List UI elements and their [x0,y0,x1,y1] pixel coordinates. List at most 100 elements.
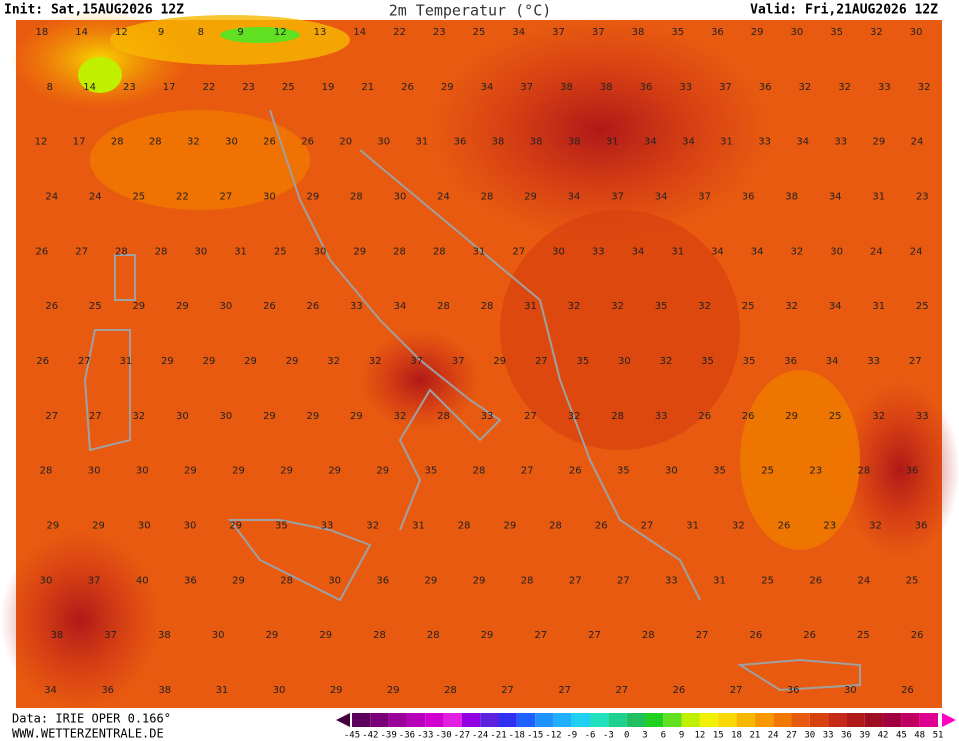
temperature-label: 37 [88,575,101,586]
colorbar-swatch [754,713,774,727]
data-source: Data: IRIE OPER 0.166° [12,712,171,726]
colorbar-label: 0 [624,731,629,741]
temperature-label: 32 [838,82,851,93]
temperature-label: 24 [870,246,883,257]
temperature-label: 29 [441,82,454,93]
temperature-label: 25 [742,301,755,312]
temperature-label: 30 [314,246,327,257]
colorbar-swatch [461,713,481,727]
temperature-label: 31 [216,685,229,696]
temperature-label: 30 [552,246,565,257]
temperature-label: 35 [617,466,630,477]
temperature-label: 31 [412,521,425,532]
colorbar-swatch [645,713,664,727]
temperature-label: 36 [640,82,653,93]
temperature-label: 32 [327,356,340,367]
colorbar-swatch [883,713,902,727]
temperature-label: 20 [339,137,352,148]
temperature-label: 32 [366,521,379,532]
temperature-label: 26 [749,630,762,641]
temperature-label: 35 [655,301,668,312]
temperature-label: 25 [274,246,287,257]
temperature-label: 29 [481,630,494,641]
temperature-label: 25 [857,630,870,641]
temperature-label: 22 [393,27,406,38]
colorbar-swatch [590,713,609,727]
colorbar-swatch [443,713,462,727]
temperature-label: 28 [111,137,124,148]
temperature-label: 29 [873,137,886,148]
temperature-label: 30 [219,301,232,312]
temperature-label: 29 [307,411,320,422]
temperature-label: 30 [225,137,238,148]
temperature-label: 28 [642,630,655,641]
temperature-label: 14 [353,27,366,38]
temperature-label: 30 [618,356,631,367]
temperature-label: 28 [857,466,870,477]
temperature-label: 35 [830,27,843,38]
temperature-label: 29 [328,466,341,477]
temperature-label: 38 [568,137,581,148]
temperature-label: 32 [568,411,581,422]
init-label: Init: Sat,15AUG2026 12Z [4,3,184,18]
temperature-label: 32 [785,301,798,312]
temperature-label: 36 [184,575,197,586]
coastlines [83,109,861,692]
colorbar-swatch [352,713,371,727]
colorbar-swatch [901,713,920,727]
temperature-label: 36 [915,521,928,532]
temperature-label: 28 [393,246,406,257]
temperature-label: 28 [437,301,450,312]
temperature-label: 26 [36,356,49,367]
temperature-label: 26 [673,685,686,696]
temperature-label: 34 [655,192,668,203]
colorbar-label: 24 [768,731,779,741]
temperature-label: 34 [829,301,842,312]
temperature-label: 26 [911,630,924,641]
temperature-label: 34 [682,137,695,148]
temperature-label: 33 [916,411,929,422]
temperature-label: 26 [778,521,791,532]
temperature-label: 36 [376,575,389,586]
temperature-label: 35 [713,466,726,477]
temperature-label: 27 [75,246,88,257]
temperature-label: 35 [701,356,714,367]
temperature-label: 17 [73,137,86,148]
temperature-label: 26 [742,411,755,422]
colorbar-swatch [370,713,389,727]
temperature-label: 37 [719,82,732,93]
colorbar-label: 21 [749,731,760,741]
colorbar-label: -24 [472,731,488,741]
temperature-label: 30 [194,246,207,257]
temperature-label: 28 [40,466,53,477]
colorbar-label: 30 [804,731,815,741]
temperature-label: 31 [720,137,733,148]
temperature-label: 36 [742,192,755,203]
colorbar-swatch [406,713,426,727]
colorbar-label: -21 [490,731,506,741]
colorbar-label: -30 [435,731,451,741]
temperature-label: 27 [512,246,525,257]
colorbar-label: 3 [642,731,647,741]
temperature-label: 29 [280,466,293,477]
colorbar-label: -42 [362,731,378,741]
temperature-label: 35 [275,521,288,532]
colorbar-swatch [718,713,737,727]
temperature-label: 31 [671,246,684,257]
temperature-label: 30 [263,192,276,203]
temperature-label: 37 [611,192,624,203]
temperature-label: 26 [263,301,276,312]
colorbar-label: 9 [679,731,684,741]
colorbar-swatch [425,713,444,727]
temperature-label: 28 [481,301,494,312]
temperature-label: 33 [321,521,334,532]
temperature-label: 26 [569,466,582,477]
colorbar-label: -36 [399,731,415,741]
temperature-label: 28 [149,137,162,148]
temperature-label: 27 [588,630,601,641]
temperature-label: 36 [784,356,797,367]
temperature-label: 34 [751,246,764,257]
temperature-label: 29 [132,301,145,312]
temperature-label: 25 [89,301,102,312]
colorbar-swatch [498,713,517,727]
